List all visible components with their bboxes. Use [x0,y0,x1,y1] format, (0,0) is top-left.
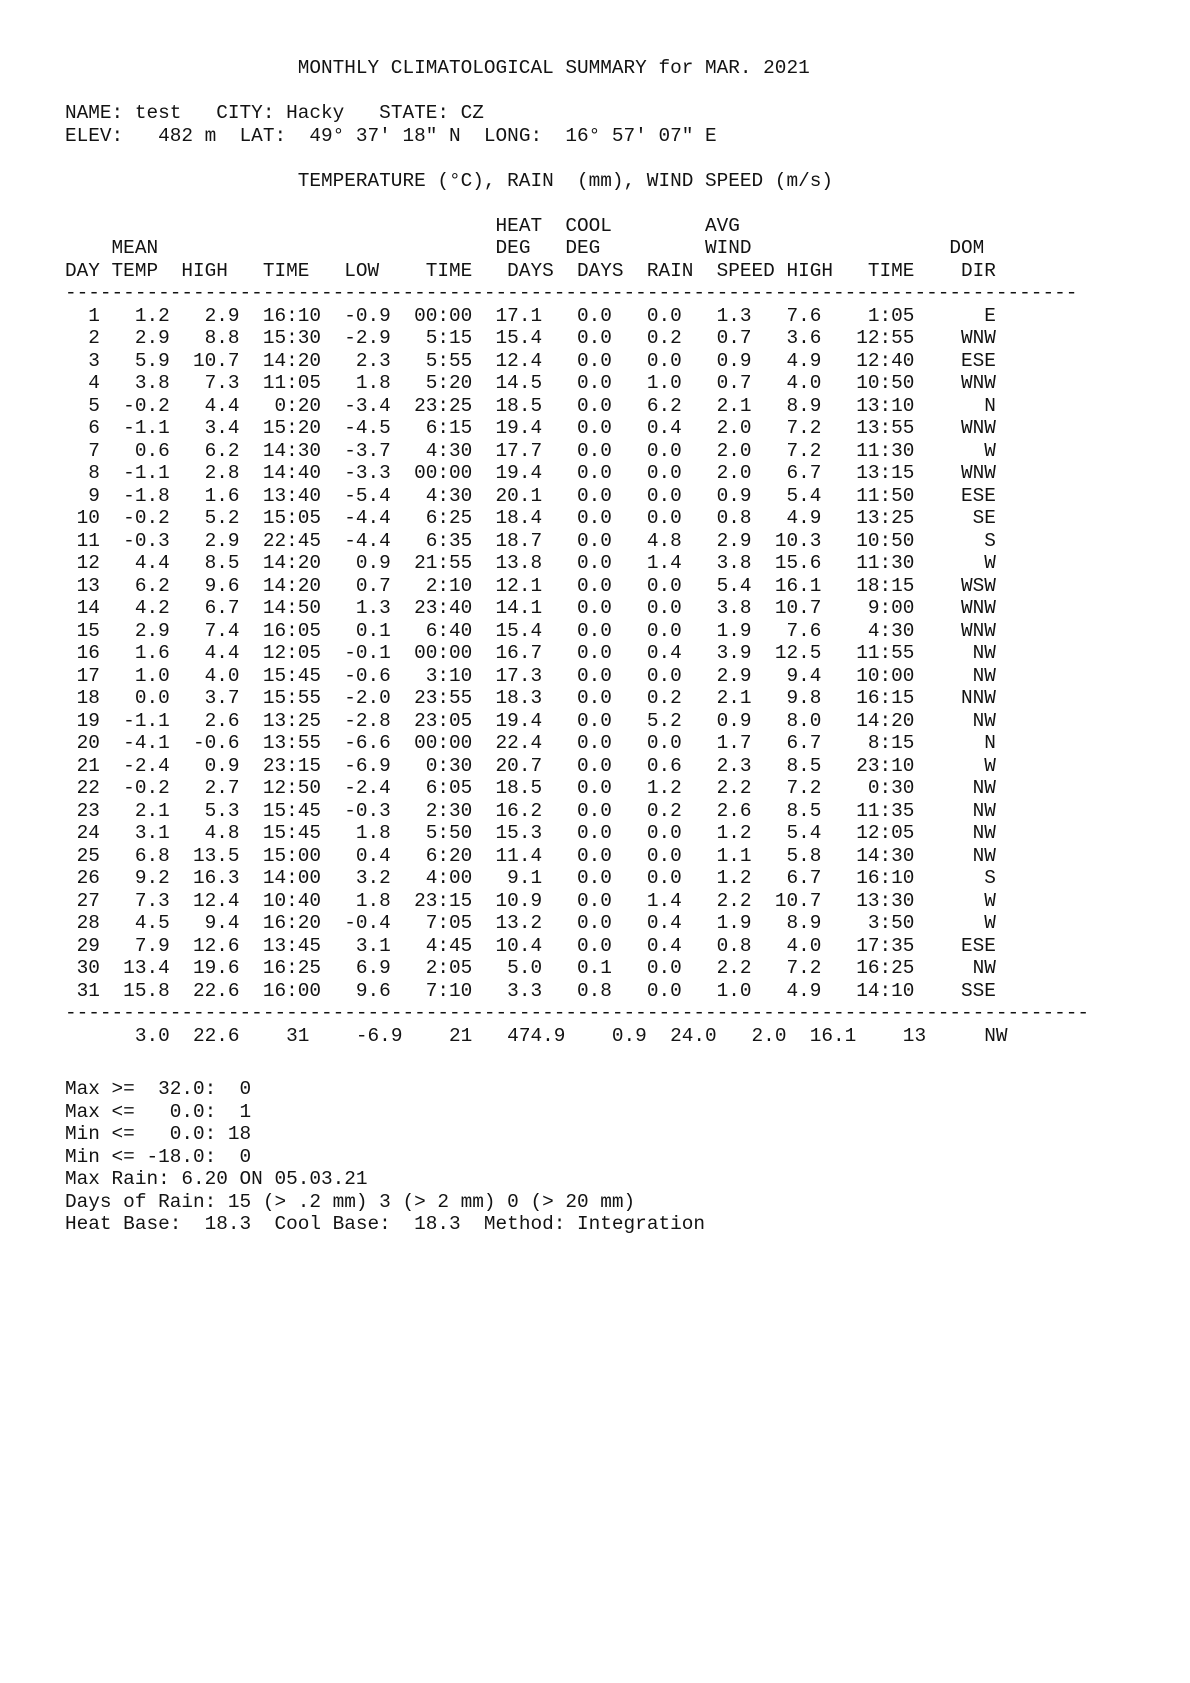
table-separator-bottom: ----------------------------------------… [65,1002,1089,1024]
table-row: 27 7.3 12.4 10:40 1.8 23:15 10.9 0.0 1.4… [65,889,996,912]
table-row: 19 -1.1 2.6 13:25 -2.8 23:05 19.4 0.0 5.… [65,709,996,732]
table-row: 25 6.8 13.5 15:00 0.4 6:20 11.4 0.0 0.0 … [65,844,996,867]
table-row: 22 -0.2 2.7 12:50 -2.4 6:05 18.5 0.0 1.2… [65,777,996,799]
table-row: 23 2.1 5.3 15:45 -0.3 2:30 16.2 0.0 0.2 … [65,799,996,822]
station-name-line: NAME: test CITY: Hacky STATE: CZ [65,102,484,124]
table-row: 13 6.2 9.6 14:20 0.7 2:10 12.1 0.0 0.0 5… [65,574,996,597]
table-body: 1 1.2 2.9 16:10 -0.9 00:00 17.1 0.0 0.0 … [65,305,1190,1003]
table-header-line-3: DAY TEMP HIGH TIME LOW TIME DAYS DAYS RA… [65,259,996,282]
footer-line: Max >= 32.0: 0 [65,1078,252,1100]
table-row: 26 9.2 16.3 14:00 3.2 4:00 9.1 0.0 0.0 1… [65,867,996,889]
table-row: 4 3.8 7.3 11:05 1.8 5:20 14.5 0.0 1.0 0.… [65,372,996,394]
table-separator-top: ----------------------------------------… [65,282,1078,304]
table-row: 12 4.4 8.5 14:20 0.9 21:55 13.8 0.0 1.4 … [65,552,996,574]
footer-line: Max Rain: 6.20 ON 05.03.21 [65,1168,368,1190]
table-row: 18 0.0 3.7 15:55 -2.0 23:55 18.3 0.0 0.2… [65,687,996,709]
table-summary-row: 3.0 22.6 31 -6.9 21 474.9 0.9 24.0 2.0 1… [65,1024,1008,1047]
table-row: 1 1.2 2.9 16:10 -0.9 00:00 17.1 0.0 0.0 … [65,304,996,327]
table-header-line-2: MEAN DEG DEG WIND DOM [65,237,985,259]
table-row: 7 0.6 6.2 14:30 -3.7 4:30 17.7 0.0 0.0 2… [65,439,996,462]
table-row: 9 -1.8 1.6 13:40 -5.4 4:30 20.1 0.0 0.0 … [65,484,996,507]
report-title: MONTHLY CLIMATOLOGICAL SUMMARY for MAR. … [297,57,810,79]
climatological-report: MONTHLY CLIMATOLOGICAL SUMMARY for MAR. … [65,57,1190,1236]
table-row: 29 7.9 12.6 13:45 3.1 4:45 10.4 0.0 0.4 … [65,934,996,957]
blank-line [65,192,1190,215]
table-row: 2 2.9 8.8 15:30 -2.9 5:15 15.4 0.0 0.2 0… [65,327,996,349]
table-row: 11 -0.3 2.9 22:45 -4.4 6:35 18.7 0.0 4.8… [65,529,996,552]
report-footer: Max >= 32.0: 0 Max <= 0.0: 1 Min <= 0.0: 1… [65,1078,1190,1236]
table-row: 28 4.5 9.4 16:20 -0.4 7:05 13.2 0.0 0.4 … [65,912,996,934]
table-row: 15 2.9 7.4 16:05 0.1 6:40 15.4 0.0 0.0 1… [65,619,996,642]
table-row: 6 -1.1 3.4 15:20 -4.5 6:15 19.4 0.0 0.4 … [65,417,996,439]
table-row: 30 13.4 19.6 16:25 6.9 2:05 5.0 0.1 0.0 … [65,957,996,979]
table-row: 21 -2.4 0.9 23:15 -6.9 0:30 20.7 0.0 0.6… [65,754,996,777]
table-row: 24 3.1 4.8 15:45 1.8 5:50 15.3 0.0 0.0 1… [65,822,996,844]
table-row: 16 1.6 4.4 12:05 -0.1 00:00 16.7 0.0 0.4… [65,642,996,664]
table-row: 8 -1.1 2.8 14:40 -3.3 00:00 19.4 0.0 0.0… [65,462,996,484]
table-header-line-1: HEAT COOL AVG [65,214,740,237]
units-line: TEMPERATURE (°C), RAIN (mm), WIND SPEED … [297,169,833,192]
blank-line [65,147,1190,170]
table-row: 5 -0.2 4.4 0:20 -3.4 23:25 18.5 0.0 6.2 … [65,394,996,417]
footer-line: Max <= 0.0: 1 [65,1100,252,1123]
footer-line: Heat Base: 18.3 Cool Base: 18.3 Method: … [65,1213,705,1235]
footer-line: Days of Rain: 15 (> .2 mm) 3 (> 2 mm) 0 … [65,1190,636,1213]
station-location-line: ELEV: 482 m LAT: 49° 37' 18" N LONG: 16°… [65,124,717,147]
table-row: 10 -0.2 5.2 15:05 -4.4 6:25 18.4 0.0 0.0… [65,507,996,529]
table-row: 3 5.9 10.7 14:20 2.3 5:55 12.4 0.0 0.0 0… [65,349,996,372]
blank-line [65,1047,1190,1078]
footer-line: Min <= -18.0: 0 [65,1145,252,1168]
blank-line [65,80,1190,103]
table-row: 17 1.0 4.0 15:45 -0.6 3:10 17.3 0.0 0.0 … [65,664,996,687]
table-row: 20 -4.1 -0.6 13:55 -6.6 00:00 22.4 0.0 0… [65,732,996,754]
table-row: 14 4.2 6.7 14:50 1.3 23:40 14.1 0.0 0.0 … [65,597,996,619]
table-row: 31 15.8 22.6 16:00 9.6 7:10 3.3 0.8 0.0 … [65,979,996,1002]
footer-line: Min <= 0.0: 18 [65,1123,252,1145]
